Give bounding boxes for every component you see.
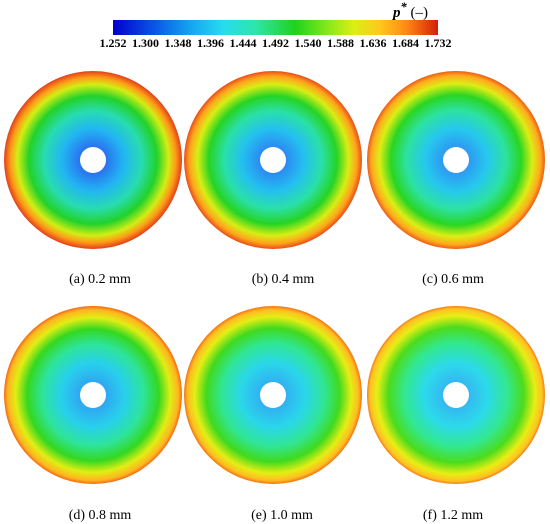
contour-disc-d bbox=[4, 306, 182, 484]
colorbar-tick: 1.348 bbox=[164, 36, 192, 50]
colorbar-tick: 1.684 bbox=[392, 36, 419, 50]
caption-f: (f) 1.2 mm bbox=[422, 508, 484, 523]
contour-disc-a bbox=[4, 71, 182, 249]
colorbar-tick: 1.300 bbox=[132, 36, 159, 50]
contour-disc-b bbox=[184, 71, 362, 249]
colorbar-tick: 1.540 bbox=[294, 36, 322, 50]
legend-symbol: p bbox=[393, 5, 401, 21]
contour-disc-f bbox=[367, 306, 545, 484]
colorbar bbox=[113, 20, 438, 35]
colorbar-tick: 1.588 bbox=[327, 36, 354, 50]
colorbar-tick: 1.396 bbox=[197, 36, 224, 50]
colorbar-tick: 1.444 bbox=[229, 36, 257, 50]
colorbar-tick: 1.636 bbox=[359, 36, 387, 50]
caption-a: (a) 0.2 mm bbox=[69, 272, 131, 287]
legend-superscript: * bbox=[400, 0, 407, 14]
legend-title: p* (–) bbox=[393, 0, 428, 22]
colorbar-tick: 1.732 bbox=[424, 36, 452, 50]
colorbar-tick: 1.252 bbox=[99, 36, 127, 50]
caption-d: (d) 0.8 mm bbox=[68, 508, 132, 523]
caption-c: (c) 0.6 mm bbox=[422, 272, 484, 287]
contour-disc-e bbox=[184, 306, 362, 484]
caption-b: (b) 0.4 mm bbox=[251, 272, 315, 287]
legend-unit: (–) bbox=[406, 5, 429, 21]
caption-e: (e) 1.0 mm bbox=[251, 508, 313, 523]
colorbar-tick: 1.492 bbox=[262, 36, 289, 50]
contour-disc-c bbox=[367, 71, 545, 249]
